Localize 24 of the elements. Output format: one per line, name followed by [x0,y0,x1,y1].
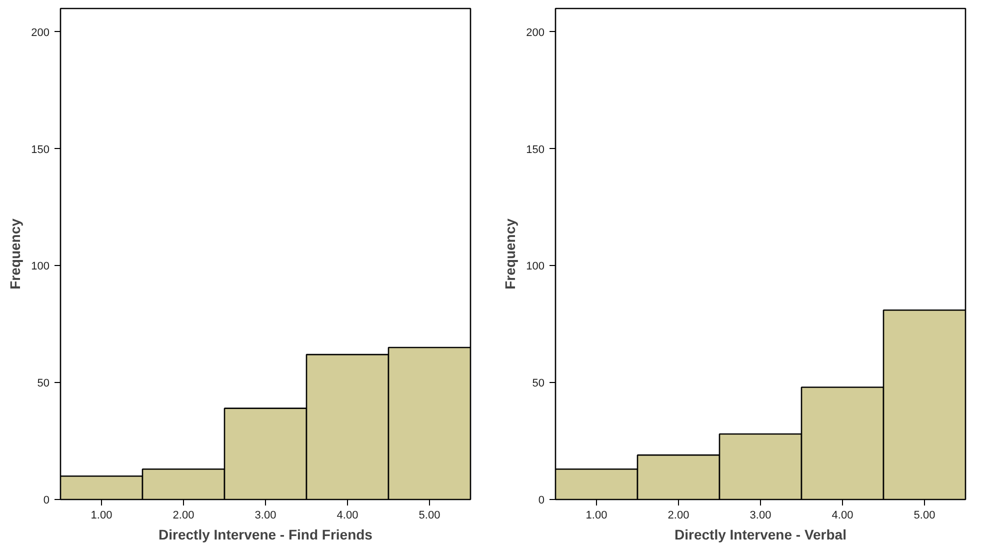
x-tick-label: 4.00 [832,510,854,522]
y-tick-label: 50 [532,378,545,390]
x-tick-label: 2.00 [668,510,690,522]
y-tick-label: 150 [31,144,50,156]
y-tick-label: 100 [31,260,50,273]
x-tick-label: 1.00 [90,510,112,522]
x-tick-label: 4.00 [336,510,358,522]
x-tick-label: 5.00 [914,510,936,522]
x-tick-label: 3.00 [750,510,772,522]
y-tick-label: 50 [37,378,50,390]
y-tick-label: 100 [526,260,545,273]
y-tick-label: 0 [43,494,50,506]
y-tick-label: 0 [538,494,545,506]
x-tick-label: 5.00 [418,510,440,522]
x-axis-title: Directly Intervene - Find Friends [158,526,373,542]
y-axis-title: Frequency [502,218,518,290]
y-tick-label: 150 [526,144,545,156]
y-tick-label: 200 [526,26,545,39]
y-tick-label: 200 [31,26,50,39]
x-tick-label: 3.00 [254,510,276,522]
y-axis-title: Frequency [7,218,24,290]
x-tick-label: 2.00 [172,510,194,522]
x-tick-label: 1.00 [586,510,608,522]
x-axis-title: Directly Intervene - Verbal [674,526,846,542]
